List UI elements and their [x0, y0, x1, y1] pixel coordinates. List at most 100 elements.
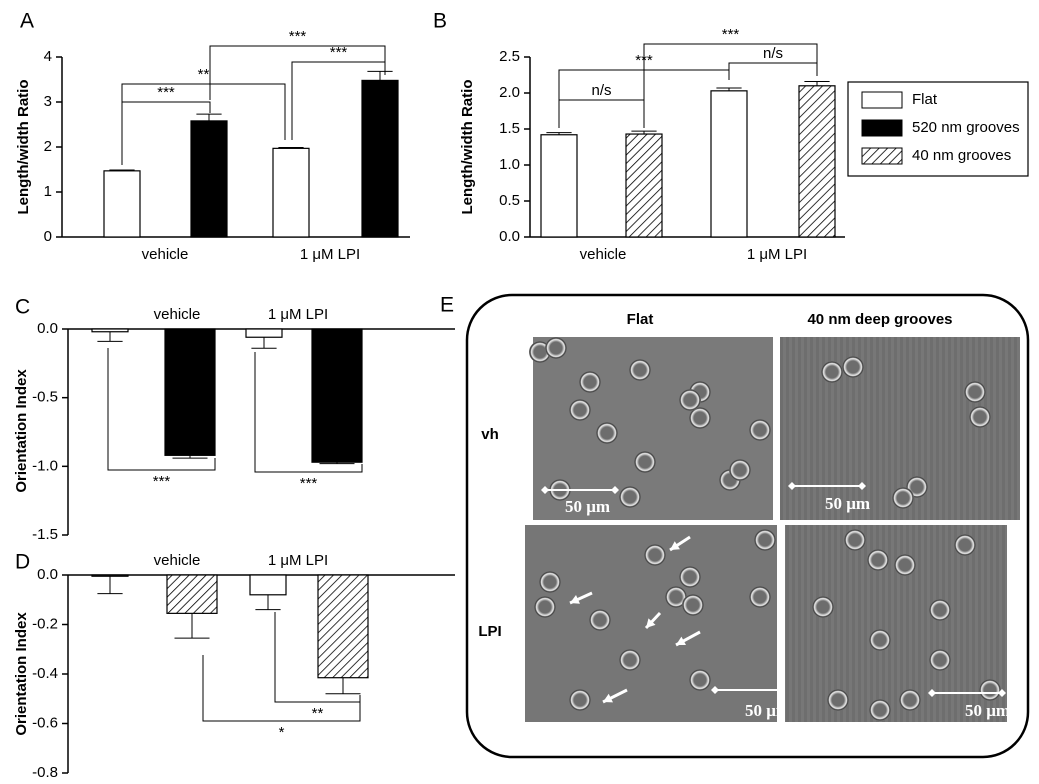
bar — [272, 147, 310, 238]
cell — [679, 566, 701, 588]
y-tick-label: -0.6 — [32, 714, 58, 731]
bar — [540, 134, 578, 238]
row-header: vh — [481, 426, 499, 443]
legend-label: 40 nm grooves — [912, 147, 1011, 164]
panel-letter: A — [20, 10, 34, 33]
significance-bracket — [728, 62, 818, 80]
y-tick-label: -0.4 — [32, 665, 58, 682]
y-tick-label: -0.8 — [32, 764, 58, 781]
x-tick-label: 1 μM LPI — [300, 246, 360, 263]
y-tick-label: 0.0 — [499, 228, 520, 245]
column-header: Flat — [627, 311, 654, 328]
x-tick-label: vehicle — [154, 552, 201, 569]
y-axis-label: Length/width Ratio — [15, 80, 32, 215]
cell — [821, 361, 843, 383]
y-tick-label: -1.0 — [32, 457, 58, 474]
significance-label: ** — [198, 66, 210, 83]
y-tick-label: -0.5 — [32, 389, 58, 406]
cell — [644, 544, 666, 566]
error-bar — [97, 331, 123, 342]
row-header: LPI — [478, 623, 501, 640]
scale-bar-label: 50 μm — [965, 701, 1010, 720]
y-tick-label: 2 — [44, 138, 52, 155]
y-tick-label: 3 — [44, 93, 52, 110]
significance-bracket — [107, 348, 216, 471]
y-axis-label: Orientation Index — [13, 369, 30, 493]
cell — [619, 486, 641, 508]
significance-label: *** — [330, 44, 348, 61]
scale-bar-label: 50 μm — [565, 497, 610, 516]
y-tick-label: 2.5 — [499, 48, 520, 65]
significance-bracket — [643, 43, 818, 100]
column-header: 40 nm deep grooves — [807, 311, 952, 328]
cell — [749, 586, 771, 608]
error-bar — [716, 87, 742, 91]
cell — [969, 406, 991, 428]
cell — [929, 599, 951, 621]
error-bar — [367, 70, 393, 81]
significance-label: *** — [157, 84, 175, 101]
cell — [539, 571, 561, 593]
x-tick-label: 1 μM LPI — [268, 552, 328, 569]
y-tick-label: 0.0 — [37, 320, 58, 337]
cell — [754, 529, 776, 551]
cell — [964, 381, 986, 403]
significance-label: *** — [300, 475, 318, 492]
cell — [729, 459, 751, 481]
cell — [534, 596, 556, 618]
significance-label: * — [279, 724, 285, 741]
significance-label: n/s — [763, 45, 783, 62]
significance-label: *** — [289, 28, 307, 45]
bar — [710, 90, 748, 238]
cell — [545, 337, 567, 359]
cell — [569, 689, 591, 711]
micrograph — [785, 525, 1007, 722]
significance-label: n/s — [591, 82, 611, 99]
y-tick-label: 1.5 — [499, 120, 520, 137]
error-bar — [325, 677, 361, 695]
y-tick-label: 4 — [44, 48, 52, 65]
legend-swatch — [861, 119, 903, 137]
error-bar — [97, 576, 123, 595]
significance-bracket — [291, 61, 386, 140]
cell — [579, 371, 601, 393]
bar — [164, 328, 216, 456]
error-bar — [631, 130, 657, 135]
cell — [589, 609, 611, 631]
bar — [91, 574, 129, 577]
bar — [91, 328, 129, 333]
bar — [625, 133, 663, 238]
y-tick-label: 1 — [44, 183, 52, 200]
cell — [689, 669, 711, 691]
y-tick-label: 0.0 — [37, 566, 58, 583]
y-tick-label: 1.0 — [499, 156, 520, 173]
significance-bracket — [558, 99, 645, 128]
y-tick-label: 2.0 — [499, 84, 520, 101]
bar — [361, 79, 399, 238]
cell — [892, 487, 914, 509]
cell — [679, 389, 701, 411]
legend-label: Flat — [912, 91, 938, 108]
error-bar — [109, 169, 135, 171]
y-tick-label: 0 — [44, 228, 52, 245]
cell — [867, 549, 889, 571]
significance-bracket — [121, 83, 286, 165]
x-tick-label: 1 μM LPI — [747, 246, 807, 263]
cell — [812, 596, 834, 618]
cell — [899, 689, 921, 711]
cell — [749, 419, 771, 441]
panel-e: E Flat 40 nm deep grooves vh LPI 50 μm 50… — [440, 294, 1030, 759]
cell — [894, 554, 916, 576]
cell — [629, 359, 651, 381]
cell — [869, 629, 891, 651]
arrow-head — [646, 618, 656, 628]
x-tick-label: vehicle — [580, 246, 627, 263]
x-tick-label: vehicle — [154, 306, 201, 323]
bar — [190, 120, 228, 238]
cell — [689, 407, 711, 429]
significance-bracket — [274, 612, 361, 703]
arrow-head — [670, 541, 680, 550]
cell — [929, 649, 951, 671]
scale-bar-label: 50 μm — [825, 494, 870, 513]
